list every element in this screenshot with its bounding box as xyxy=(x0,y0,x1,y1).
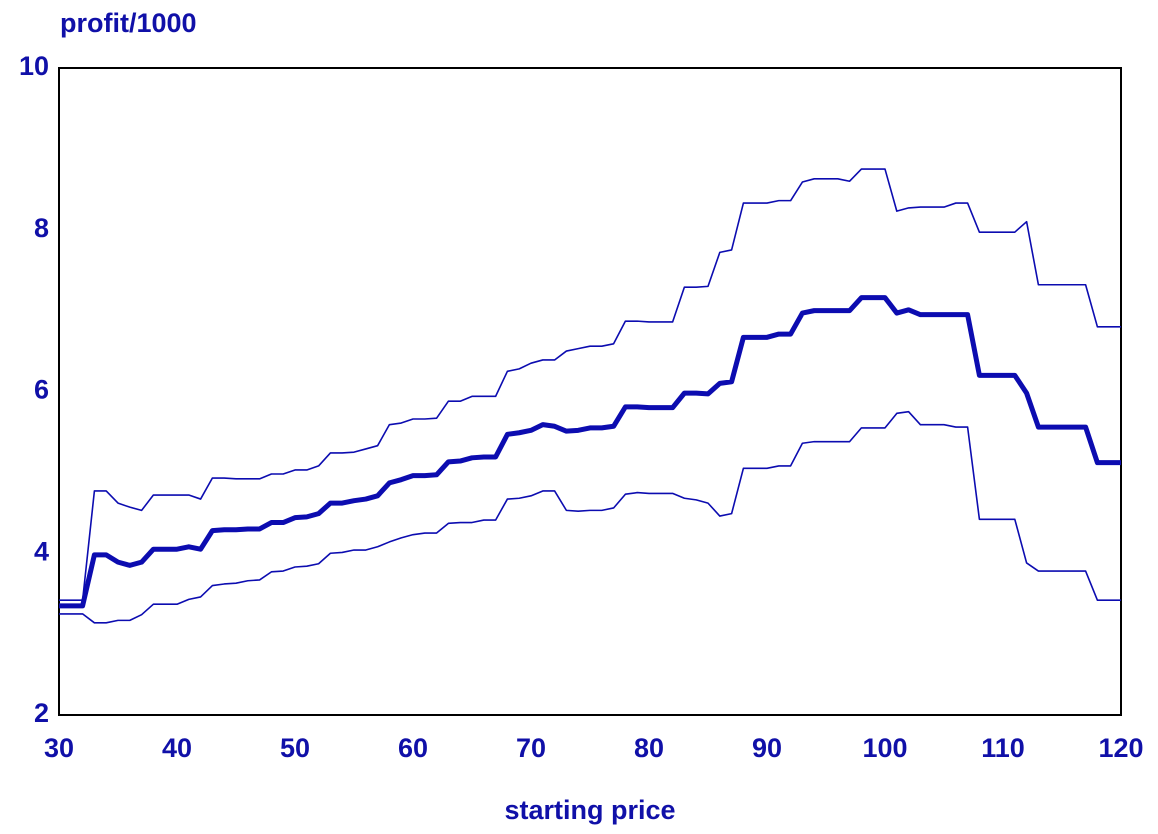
x-tick-label: 30 xyxy=(44,733,74,763)
series-line xyxy=(59,410,1121,624)
x-tick-label: 80 xyxy=(634,733,664,763)
y-axis-label: profit/1000 xyxy=(60,8,197,38)
x-axis-label: starting price xyxy=(504,795,675,825)
y-tick-label: 10 xyxy=(19,51,49,81)
y-tick-label: 2 xyxy=(34,698,49,728)
x-tick-label: 70 xyxy=(516,733,546,763)
y-tick-label: 6 xyxy=(34,375,49,405)
x-tick-label: 40 xyxy=(162,733,192,763)
plot-frame xyxy=(58,67,1122,716)
y-tick-label: 4 xyxy=(34,536,49,566)
x-tick-label: 60 xyxy=(398,733,428,763)
x-tick-label: 50 xyxy=(280,733,310,763)
x-tick-label: 100 xyxy=(862,733,907,763)
series-line xyxy=(59,295,1121,609)
y-tick-label: 8 xyxy=(34,213,49,243)
x-tick-label: 120 xyxy=(1098,733,1143,763)
x-tick-label: 110 xyxy=(981,733,1025,763)
x-tick-label: 90 xyxy=(752,733,782,763)
series-line xyxy=(59,168,1121,601)
